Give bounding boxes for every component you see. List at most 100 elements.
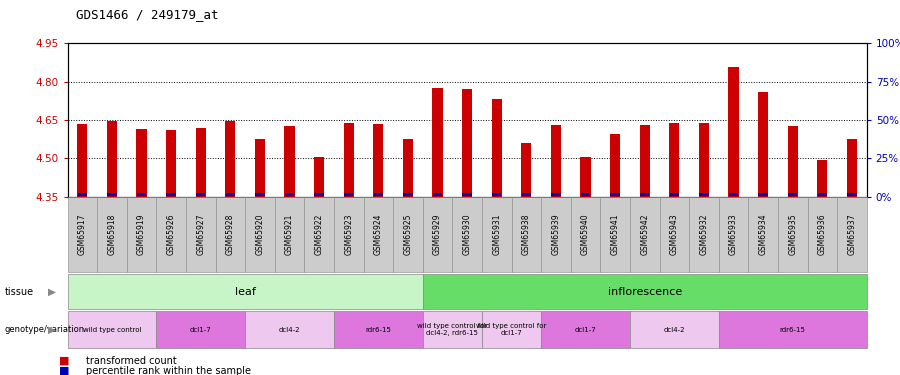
Bar [284, 126, 294, 197]
Bar [580, 157, 590, 197]
Text: GSM65931: GSM65931 [492, 214, 501, 255]
Text: GSM65926: GSM65926 [166, 214, 176, 255]
Bar [226, 193, 235, 196]
Text: GSM65919: GSM65919 [137, 214, 146, 255]
Bar [551, 193, 561, 196]
Text: GSM65923: GSM65923 [344, 214, 353, 255]
Bar [255, 139, 266, 197]
Text: GSM65934: GSM65934 [759, 214, 768, 255]
Bar [610, 193, 620, 196]
Bar [374, 124, 383, 197]
Bar [728, 68, 739, 197]
Text: tissue: tissue [4, 286, 33, 297]
Text: GSM65930: GSM65930 [463, 214, 472, 255]
Bar [640, 125, 650, 197]
Text: ■: ■ [58, 356, 69, 366]
Bar [77, 124, 87, 197]
Text: dcl1-7: dcl1-7 [574, 327, 597, 333]
Bar [759, 193, 768, 196]
Text: rdr6-15: rdr6-15 [779, 327, 806, 333]
Text: GSM65941: GSM65941 [610, 214, 619, 255]
Bar [610, 134, 620, 197]
Text: GSM65927: GSM65927 [196, 214, 205, 255]
Bar [491, 99, 502, 197]
Text: GSM65928: GSM65928 [226, 214, 235, 255]
Bar [640, 193, 650, 196]
Text: GSM65925: GSM65925 [403, 214, 412, 255]
Bar [462, 89, 472, 197]
Bar [698, 123, 709, 197]
Text: percentile rank within the sample: percentile rank within the sample [86, 366, 250, 375]
Bar [107, 193, 117, 196]
Text: transformed count: transformed count [86, 356, 176, 366]
Text: GSM65938: GSM65938 [522, 214, 531, 255]
Bar [196, 193, 205, 196]
Text: ■: ■ [58, 366, 69, 375]
Text: wild type control for
dcl1-7: wild type control for dcl1-7 [476, 323, 546, 336]
Text: GSM65940: GSM65940 [581, 214, 590, 255]
Text: GSM65932: GSM65932 [699, 214, 708, 255]
Text: GSM65918: GSM65918 [107, 214, 116, 255]
Text: ▶: ▶ [49, 286, 56, 297]
Bar [817, 193, 827, 196]
Text: ▶: ▶ [49, 325, 56, 334]
Bar [788, 193, 797, 196]
Bar [522, 193, 531, 196]
Text: GDS1466 / 249179_at: GDS1466 / 249179_at [76, 8, 219, 21]
Bar [492, 193, 501, 196]
Bar [284, 193, 294, 196]
Bar [77, 193, 87, 196]
Text: rdr6-15: rdr6-15 [365, 327, 392, 333]
Bar [314, 193, 324, 196]
Bar [847, 139, 857, 197]
Bar [314, 157, 324, 197]
Text: GSM65924: GSM65924 [374, 214, 382, 255]
Bar [699, 193, 708, 196]
Bar [670, 193, 679, 196]
Bar [344, 193, 354, 196]
Text: GSM65935: GSM65935 [788, 214, 797, 255]
Text: dcl1-7: dcl1-7 [190, 327, 212, 333]
Bar [432, 88, 443, 197]
Bar [521, 143, 532, 197]
Bar [225, 121, 236, 197]
Bar [402, 139, 413, 197]
Bar [669, 123, 680, 197]
Bar [136, 129, 147, 197]
Bar [195, 128, 206, 197]
Text: wild type control for
dcl4-2, rdr6-15: wild type control for dcl4-2, rdr6-15 [417, 323, 488, 336]
Bar [463, 193, 472, 196]
Text: genotype/variation: genotype/variation [4, 325, 85, 334]
Bar [433, 193, 442, 196]
Text: GSM65921: GSM65921 [285, 214, 294, 255]
Text: GSM65942: GSM65942 [640, 214, 649, 255]
Text: GSM65929: GSM65929 [433, 214, 442, 255]
Text: inflorescence: inflorescence [608, 286, 682, 297]
Bar [166, 193, 176, 196]
Text: leaf: leaf [235, 286, 256, 297]
Text: GSM65937: GSM65937 [848, 214, 857, 255]
Text: GSM65939: GSM65939 [552, 214, 561, 255]
Text: GSM65943: GSM65943 [670, 214, 679, 255]
Text: GSM65922: GSM65922 [315, 214, 324, 255]
Text: GSM65920: GSM65920 [256, 214, 265, 255]
Bar [788, 126, 798, 197]
Text: wild type control: wild type control [83, 327, 141, 333]
Bar [817, 160, 827, 197]
Bar [137, 193, 146, 196]
Bar [166, 130, 176, 197]
Bar [403, 193, 412, 196]
Bar [107, 121, 117, 197]
Bar [847, 193, 857, 196]
Bar [344, 123, 354, 197]
Bar [758, 92, 769, 197]
Bar [374, 193, 383, 196]
Bar [256, 193, 265, 196]
Bar [580, 193, 590, 196]
Bar [551, 125, 561, 197]
Text: dcl4-2: dcl4-2 [663, 327, 685, 333]
Text: GSM65933: GSM65933 [729, 214, 738, 255]
Text: GSM65936: GSM65936 [818, 214, 827, 255]
Text: dcl4-2: dcl4-2 [279, 327, 301, 333]
Text: GSM65917: GSM65917 [77, 214, 86, 255]
